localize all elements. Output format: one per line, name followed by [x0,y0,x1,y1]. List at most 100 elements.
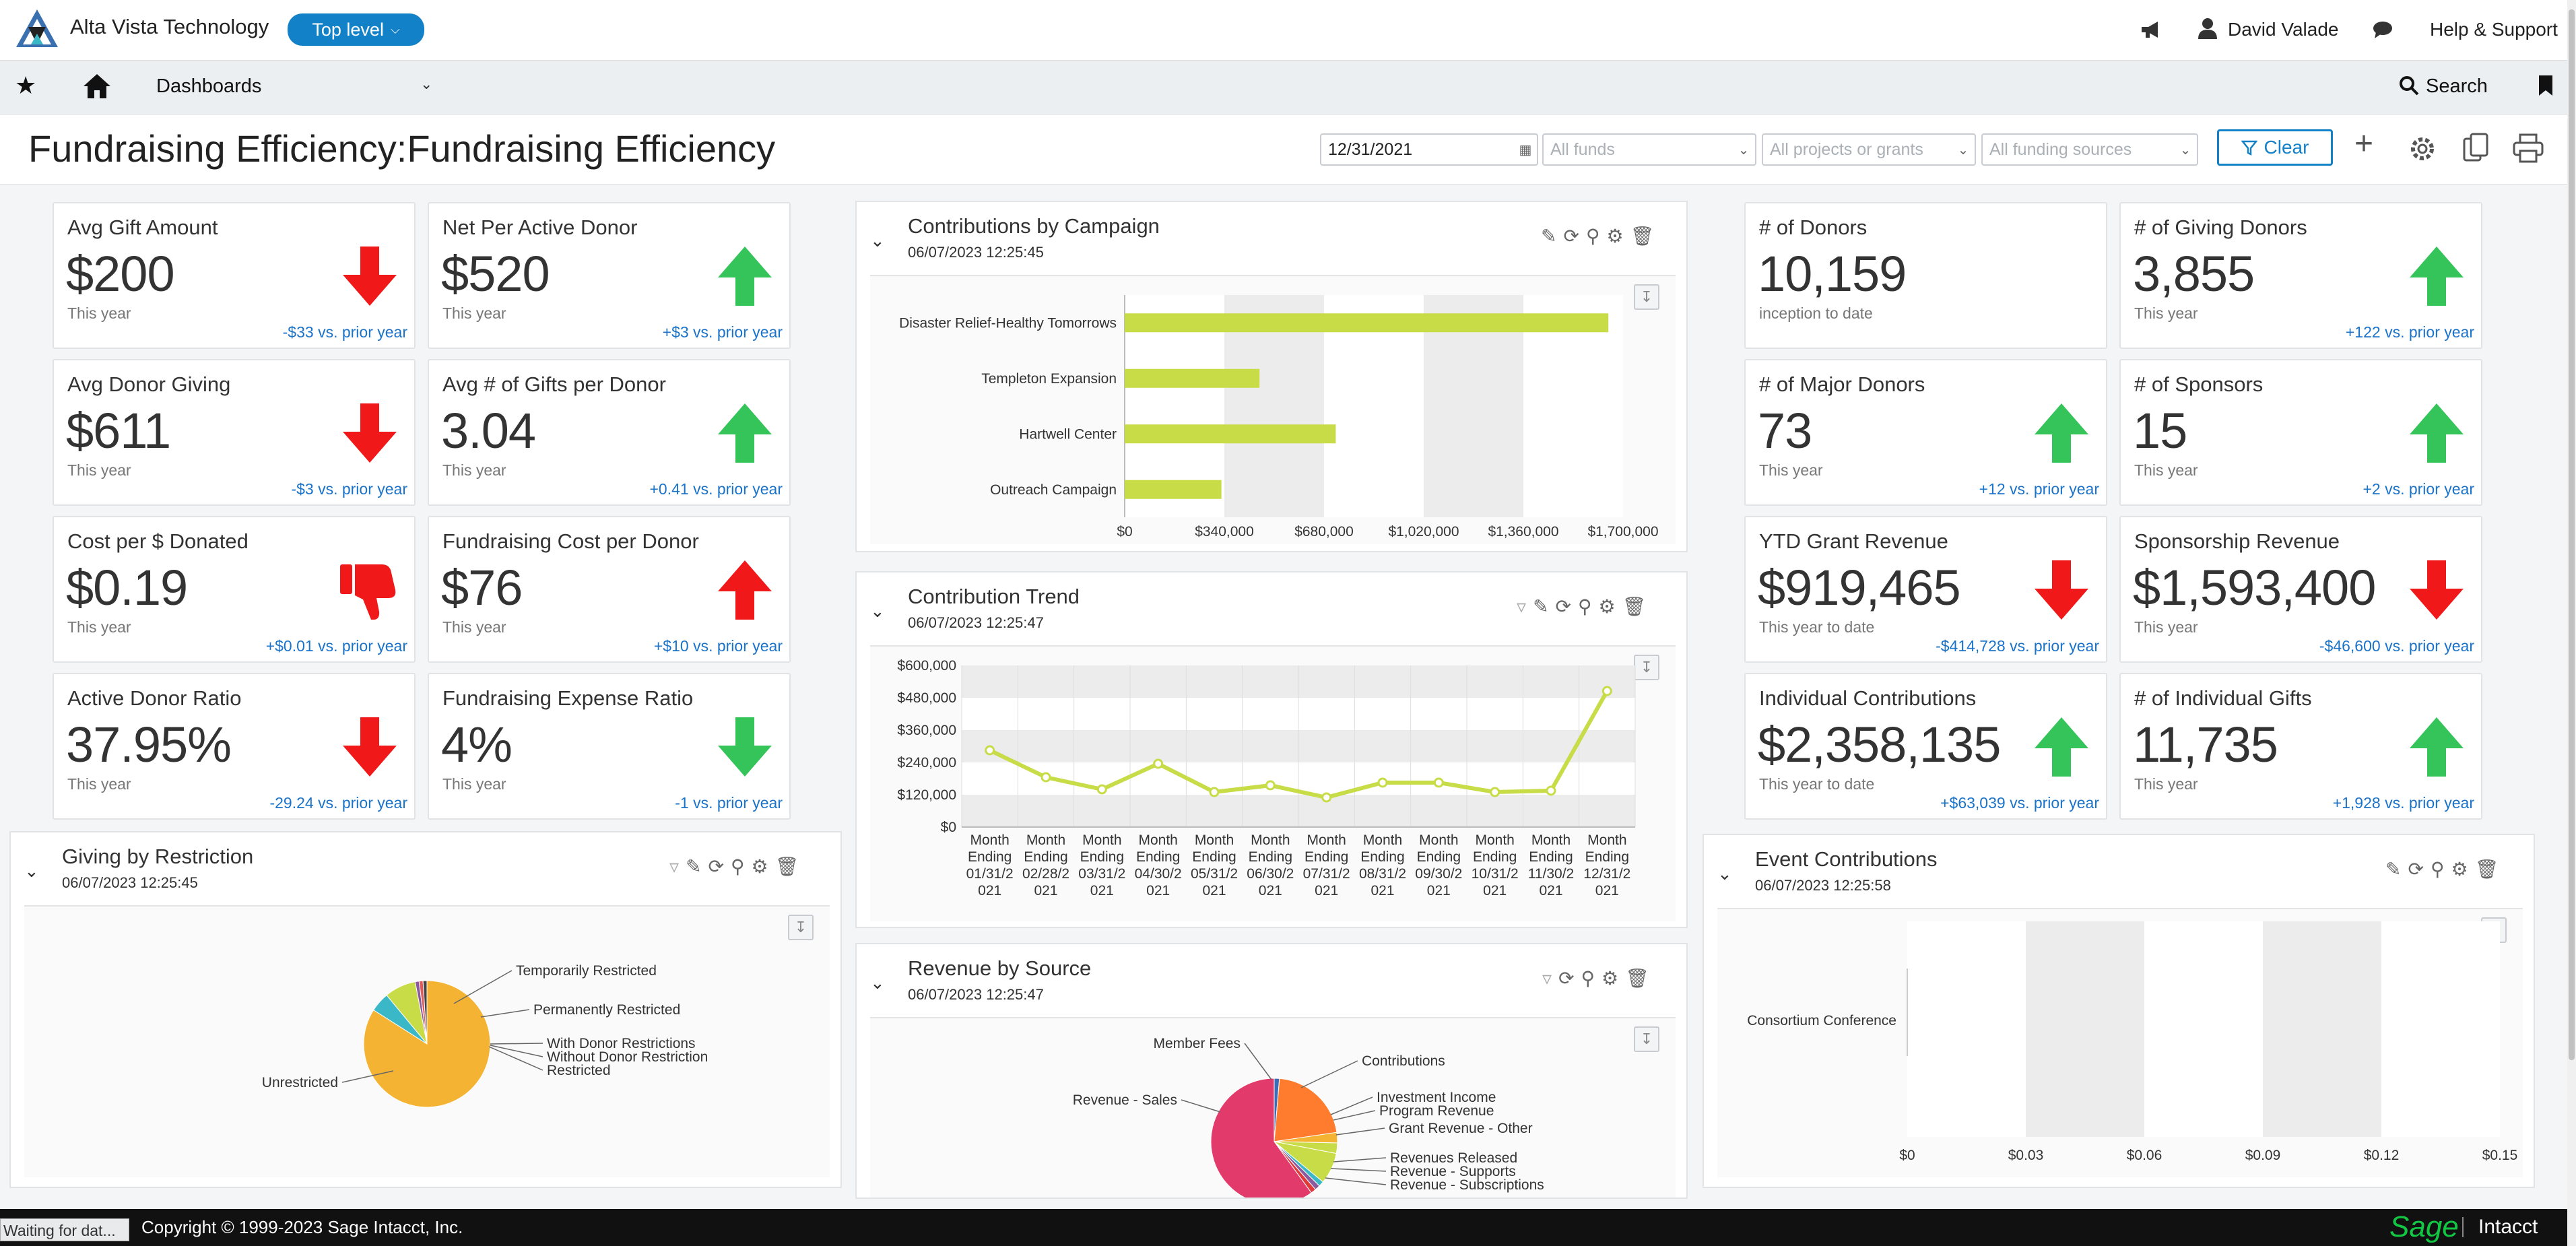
zoom-icon[interactable]: ⚲ [731,856,745,877]
x-tick-label: Month [1475,832,1514,848]
settings-icon[interactable]: ⚙ [1606,226,1624,247]
edit-icon[interactable]: ✎ [686,856,702,877]
print-icon[interactable] [2512,133,2544,163]
as-of-date-field[interactable]: 12/31/2021 ▦ [1320,133,1538,166]
clear-filters-button[interactable]: Clear [2217,129,2333,166]
refresh-icon[interactable]: ⟳ [1555,596,1571,617]
data-point [1321,792,1332,803]
search-link[interactable]: Search [2426,75,2488,97]
zoom-icon[interactable]: ⚲ [1585,226,1600,247]
help-support-link[interactable]: Help & Support [2430,19,2558,40]
collapse-chevron-icon[interactable]: ⌄ [1717,863,1732,884]
filter-icon[interactable]: ▿ [1542,968,1552,989]
filter-icon[interactable]: ▿ [669,856,680,877]
add-icon[interactable]: + [2354,126,2374,162]
funding-sources-dropdown[interactable]: All funding sources ⌄ [1981,133,2198,166]
kpi-value: 3,855 [2133,246,2255,302]
panel-toolbar: ✎ ⟳ ⚲ ⚙ 🗑 [2385,858,2499,880]
label-connector [488,1046,543,1071]
kpi-card[interactable]: Cost per $ Donated $0.19 This year +$0.01 v… [53,516,416,663]
collapse-chevron-icon[interactable]: ⌄ [24,861,39,881]
kpi-card[interactable]: Active Donor Ratio 37.95% This year -29.24 … [53,673,416,820]
company-name[interactable]: Alta Vista Technology [70,15,269,38]
refresh-icon[interactable]: ⟳ [708,856,724,877]
download-icon[interactable]: ↧ [788,915,814,940]
chevron-down-icon[interactable]: ⌄ [420,75,433,92]
funds-dropdown[interactable]: All funds ⌄ [1542,133,1756,166]
settings-icon[interactable]: ⚙ [1601,968,1619,989]
x-tick-label: 021 [1034,883,1057,898]
x-tick-label: Month [1419,832,1458,848]
kpi-card[interactable]: Avg Gift Amount $200 This year -$33 vs. pri… [53,202,416,349]
label-connector [341,1070,394,1083]
event-contributions-chart: Consortium Conference $0 $0.03 $0.06 $0.09 $0… [1747,921,2517,1163]
delete-icon[interactable]: 🗑 [1622,596,1647,617]
chevron-down-icon: ⌄ [1957,142,1969,158]
kpi-card[interactable]: # of Major Donors 73 This year +12 vs. prio… [1744,359,2107,506]
plot-band [2263,921,2381,1137]
refresh-icon[interactable]: ⟳ [1563,226,1579,247]
collapse-chevron-icon[interactable]: ⌄ [870,601,885,621]
kpi-card[interactable]: Avg Donor Giving $611 This year -$3 vs. pri… [53,359,416,506]
kpi-card[interactable]: Sponsorship Revenue $1,593,400 This year -$… [2119,516,2482,663]
zoom-icon[interactable]: ⚲ [1578,596,1592,617]
chat-icon[interactable] [2372,20,2393,39]
pie-label: With Donor Restrictions [547,1036,696,1051]
refresh-icon[interactable]: ⟳ [1558,968,1575,989]
copy-icon[interactable] [2462,132,2489,163]
settings-icon[interactable]: ⚙ [1598,596,1616,617]
collapse-chevron-icon[interactable]: ⌄ [870,973,885,993]
panel-toolbar: ▿ ⟳ ⚲ ⚙ 🗑 [1542,967,1649,989]
search-icon[interactable] [2399,75,2419,96]
kpi-card[interactable]: Fundraising Expense Ratio 4% This year -1 v… [428,673,791,820]
filter-icon[interactable]: ▿ [1517,596,1527,617]
page-scrollbar[interactable] [2567,0,2576,1246]
kpi-card[interactable]: Net Per Active Donor $520 This year +$3 vs.… [428,202,791,349]
user-name[interactable]: David Valade [2228,19,2339,40]
zoom-icon[interactable]: ⚲ [1581,968,1595,989]
projects-dropdown[interactable]: All projects or grants ⌄ [1762,133,1976,166]
download-icon[interactable]: ↧ [1634,1026,1659,1052]
scrollbar-thumb[interactable] [2569,9,2575,1060]
edit-icon[interactable]: ✎ [1541,226,1557,247]
zoom-icon[interactable]: ⚲ [2430,859,2445,880]
gear-icon[interactable] [2407,133,2438,164]
megaphone-icon[interactable] [2140,20,2162,39]
refresh-icon[interactable]: ⟳ [2408,859,2424,880]
home-icon[interactable] [82,73,112,100]
dashboards-menu[interactable]: Dashboards [156,75,262,97]
panel-toolbar: ▿ ✎ ⟳ ⚲ ⚙ 🗑 [1517,595,1646,618]
kpi-card[interactable]: Individual Contributions $2,358,135 This y… [1744,673,2107,820]
settings-icon[interactable]: ⚙ [751,856,768,877]
kpi-card[interactable]: Fundraising Cost per Donor $76 This year +$… [428,516,791,663]
edit-icon[interactable]: ✎ [1533,596,1549,617]
calendar-icon[interactable]: ▦ [1519,142,1532,158]
browser-status: Waiting for dat... [0,1218,129,1241]
delete-icon[interactable]: 🗑 [1625,968,1649,989]
edit-icon[interactable]: ✎ [2385,859,2402,880]
kpi-change: +$10 vs. prior year [653,637,783,655]
collapse-chevron-icon[interactable]: ⌄ [870,230,885,251]
kpi-card[interactable]: # of Giving Donors 3,855 This year +122 vs.… [2119,202,2482,349]
x-tick-label: 03/31/2 [1078,866,1125,882]
kpi-card[interactable]: # of Donors 10,159 inception to date [1744,202,2107,349]
kpi-card[interactable]: Avg # of Gifts per Donor 3.04 This year +0.… [428,359,791,506]
delete-icon[interactable]: 🗑 [774,856,799,877]
x-tick-label: Month [1587,832,1626,848]
kpi-card[interactable]: YTD Grant Revenue $919,465 This year to da… [1744,516,2107,663]
kpi-card[interactable]: # of Sponsors 15 This year +2 vs. prior yea… [2119,359,2482,506]
kpi-card[interactable]: # of Individual Gifts 11,735 This year +1,9… [2119,673,2482,820]
entity-level-dropdown[interactable]: Top level ⌵ [288,13,424,46]
delete-icon[interactable]: 🗑 [1630,226,1655,247]
kpi-value: 10,159 [1758,246,1907,302]
kpi-title: Net Per Active Donor [442,216,638,239]
star-icon[interactable]: ★ [15,71,37,99]
data-point [1265,780,1276,791]
settings-icon[interactable]: ⚙ [2451,859,2468,880]
kpi-value: 73 [1758,403,1812,459]
bookmark-icon[interactable] [2538,74,2554,97]
panel-timestamp: 06/07/2023 12:25:45 [62,874,198,891]
panel-toolbar: ✎ ⟳ ⚲ ⚙ 🗑 [1541,225,1654,247]
delete-icon[interactable]: 🗑 [2474,859,2499,880]
download-icon[interactable]: ↧ [1634,284,1659,310]
